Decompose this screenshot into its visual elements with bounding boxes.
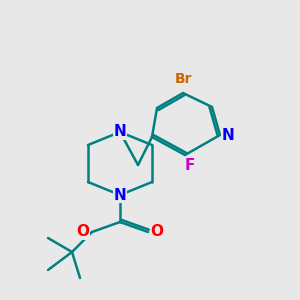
Text: N: N: [114, 124, 126, 140]
Text: O: O: [76, 224, 89, 239]
Text: Br: Br: [174, 72, 192, 86]
Text: F: F: [185, 158, 195, 172]
Text: O: O: [151, 224, 164, 239]
Text: N: N: [222, 128, 234, 142]
Text: N: N: [114, 188, 126, 202]
